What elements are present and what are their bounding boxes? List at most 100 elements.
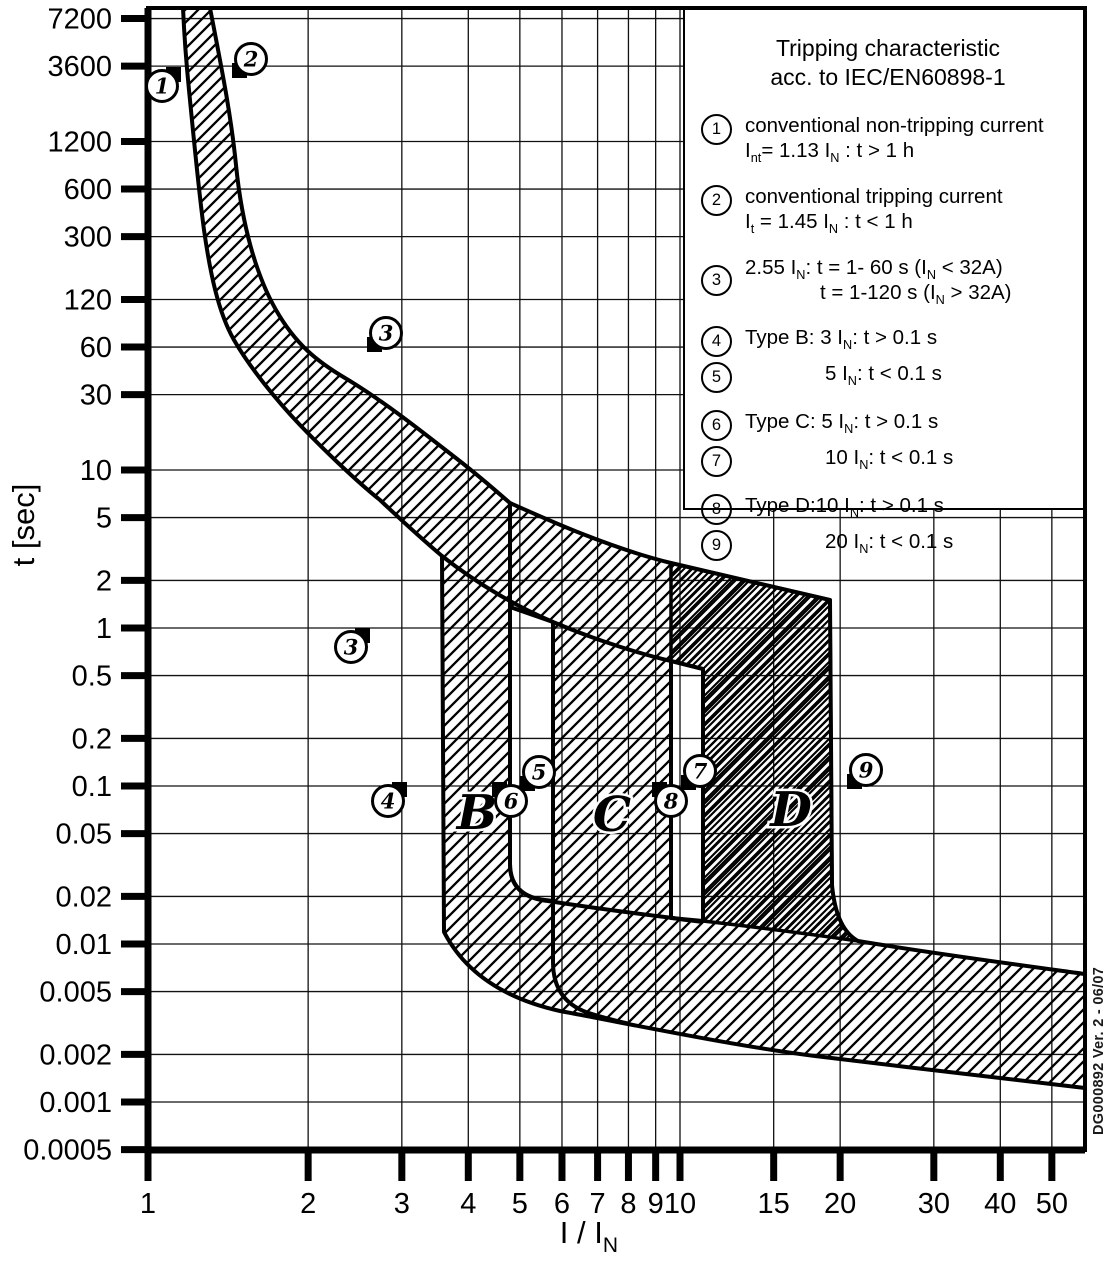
- legend-item-text: 2.55 IN: t = 1- 60 s (IN < 32A) t = 1-120…: [745, 255, 1012, 306]
- x-tick-label: 30: [918, 1188, 950, 1220]
- x-tick-label: 9: [648, 1188, 664, 1220]
- marker-number: 5: [532, 760, 547, 785]
- y-tick-label: 300: [64, 222, 112, 254]
- region-letter-B: B: [455, 785, 498, 841]
- x-tick-label: 40: [984, 1188, 1016, 1220]
- y-tick-label: 0.0005: [23, 1135, 112, 1167]
- x-tick-label: 3: [394, 1188, 410, 1220]
- y-tick-label: 7200: [47, 4, 112, 36]
- x-tick-label: 4: [460, 1188, 476, 1220]
- marker-circle: [683, 754, 717, 788]
- legend-box: Tripping characteristic acc. to IEC/EN60…: [683, 8, 1085, 562]
- marker-circle: [522, 755, 556, 789]
- x-tick-label: 6: [554, 1188, 570, 1220]
- x-tick-label: 50: [1036, 1188, 1068, 1220]
- y-tick-label: 2: [96, 565, 112, 597]
- axis-ticks: [121, 15, 1056, 1181]
- marker-circle: [494, 784, 528, 818]
- legend-item-text: 5 IN: t < 0.1 s: [745, 361, 942, 389]
- legend-item-number: 3: [701, 264, 732, 296]
- y-tick-label: 0.02: [56, 881, 112, 913]
- legend-item-text: Type B: 3 IN: t > 0.1 s: [745, 325, 938, 353]
- y-tick-label: 120: [64, 284, 112, 316]
- marker-5: 5: [520, 755, 556, 791]
- marker-number: 3: [379, 321, 394, 346]
- marker-3: 3: [367, 316, 403, 352]
- marker-circle: [849, 753, 883, 787]
- marker-7: 7: [681, 754, 717, 790]
- legend-item-6: 6 Type C: 5 IN: t > 0.1 s: [701, 409, 1075, 442]
- marker-6: 6: [492, 782, 528, 818]
- y-tick-label: 600: [64, 174, 112, 206]
- legend-item-2: 2 conventional tripping current It = 1.45 …: [701, 184, 1075, 235]
- x-tick-label: 2: [300, 1188, 316, 1220]
- y-tick-labels: 7200 3600 1200 600 300 120 60 30 10 5 2 1 0.5 0.2 0.1 0…: [23, 4, 112, 1167]
- legend-item-4: 4 Type B: 3 IN: t > 0.1 s: [701, 325, 1075, 358]
- x-tick-label: 20: [824, 1188, 856, 1220]
- y-tick-label: 0.2: [72, 723, 112, 755]
- legend-item-number: 1: [701, 113, 732, 145]
- legend-item-line: Type C: 5 IN: t > 0.1 s: [745, 410, 939, 437]
- marker-4: 4: [371, 782, 407, 818]
- marker-number: 4: [381, 789, 396, 814]
- y-tick-label: 1: [96, 613, 112, 645]
- y-tick-label: 0.001: [39, 1087, 112, 1119]
- legend-item-line: 5 IN: t < 0.1 s: [825, 362, 942, 389]
- legend-item-line: Type B: 3 IN: t > 0.1 s: [745, 326, 938, 353]
- marker-9: 9: [847, 753, 883, 789]
- x-tick-label: 1: [140, 1188, 156, 1220]
- legend-item-text: 10 IN: t < 0.1 s: [745, 445, 954, 473]
- y-axis-title: t [sec]: [6, 484, 41, 567]
- y-tick-label: 0.005: [39, 977, 112, 1009]
- legend-item-line: conventional non-tripping current: [745, 113, 1044, 137]
- y-tick-label: 0.01: [56, 929, 112, 961]
- legend-item-text: conventional tripping current It = 1.45 I…: [745, 184, 1003, 235]
- legend-item-line: 2.55 IN: t = 1- 60 s (IN < 32A): [745, 255, 1003, 282]
- x-tick-label: 15: [758, 1188, 790, 1220]
- marker-number: 8: [663, 789, 679, 814]
- legend-item-number: 5: [701, 362, 732, 394]
- document-id-watermark: DG000892 Ver. 2 - 06/07: [1091, 967, 1107, 1135]
- legend-item-line: Type D:10 IN: t > 0.1 s: [745, 494, 944, 521]
- y-tick-label: 0.5: [72, 661, 112, 693]
- marker-2: 2: [232, 42, 268, 78]
- legend-item-number: 9: [701, 530, 732, 562]
- marker-circle: [654, 784, 688, 818]
- x-axis-title: I / IN: [560, 1215, 618, 1257]
- legend-item-line: 20 IN: t < 0.1 s: [825, 530, 954, 557]
- legend-item-number: 6: [701, 410, 732, 442]
- x-tick-label: 10: [664, 1188, 696, 1220]
- marker-1: 1: [145, 67, 181, 103]
- y-tick-label: 30: [80, 380, 112, 412]
- region-letters: B C D: [452, 780, 814, 846]
- legend-item-text: Type D:10 IN: t > 0.1 s: [745, 493, 944, 521]
- legend-item-line: 10 IN: t < 0.1 s: [825, 446, 954, 473]
- legend-item-number: 2: [701, 184, 732, 216]
- marker-circle: [371, 784, 405, 818]
- legend-item-number: 7: [701, 446, 732, 478]
- type-b-upper-limit-line: [508, 503, 704, 924]
- legend-item-7: 7 10 IN: t < 0.1 s: [701, 445, 1075, 478]
- marker-circle: [334, 630, 368, 664]
- y-tick-label: 0.05: [56, 819, 112, 851]
- marker-circle: [145, 69, 179, 103]
- legend-item-text: conventional non-tripping current Int= 1.…: [745, 113, 1044, 164]
- legend-title-line1: Tripping characteristic: [775, 35, 1001, 61]
- legend-item-number: 8: [701, 494, 732, 526]
- marker-8: 8: [652, 782, 688, 818]
- region-letter-D: D: [768, 782, 812, 838]
- legend-title-line2: acc. to IEC/EN60898-1: [770, 64, 1006, 91]
- legend-item-text: 20 IN: t < 0.1 s: [745, 529, 954, 557]
- x-tick-label: 5: [512, 1188, 528, 1220]
- x-tick-label: 7: [590, 1188, 606, 1220]
- marker-circle: [369, 316, 403, 350]
- legend-item-number: 4: [701, 326, 732, 358]
- legend-title: Tripping characteristic acc. to IEC/EN60…: [701, 34, 1075, 93]
- x-tick-labels: 1 2 3 4 5 6 7 8 9 10 15 20 30 40 50: [140, 1188, 1068, 1220]
- legend-items: 1 conventional non-tripping current Int= 1…: [701, 113, 1075, 562]
- marker-number: 2: [243, 47, 259, 72]
- y-tick-label: 5: [96, 503, 112, 535]
- region-letter-C: C: [593, 787, 631, 843]
- type-d-dense-band: [669, 561, 860, 943]
